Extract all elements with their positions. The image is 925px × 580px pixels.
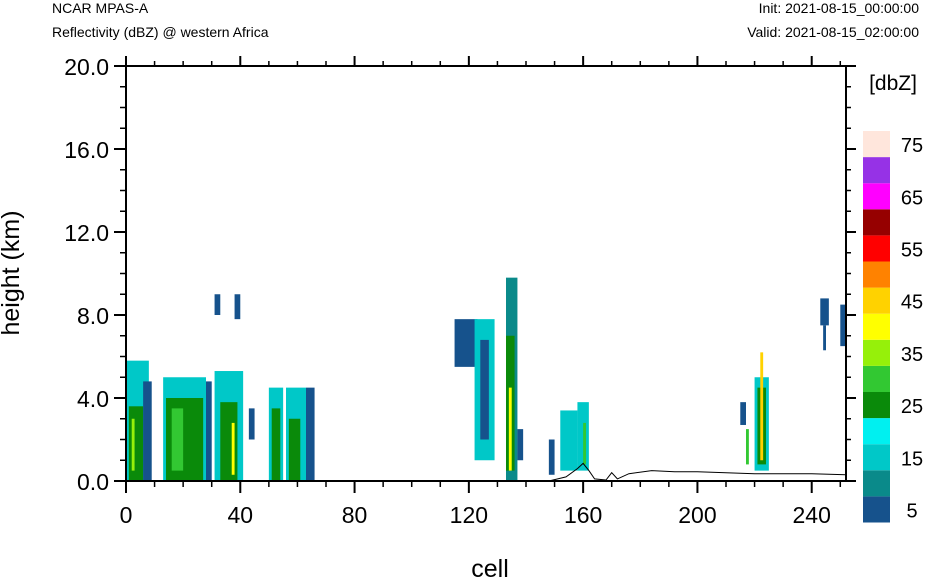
colorbar-swatch (863, 209, 890, 236)
colorbar-tick-label: 15 (901, 448, 923, 470)
colorbar-swatch (863, 157, 890, 184)
y-tick-label: 0.0 (77, 469, 109, 495)
colorbar-swatch (863, 365, 890, 392)
reflectivity-cells (126, 277, 846, 481)
colorbar-tick-label: 5 (906, 500, 917, 522)
colorbar-tick-label: 45 (901, 292, 923, 314)
reflectivity-cell (560, 410, 578, 471)
colorbar-tick-label: 75 (901, 135, 923, 157)
reflectivity-cell (480, 339, 489, 440)
colorbar-swatch (863, 470, 890, 497)
model-name: NCAR MPAS-A (52, 0, 149, 16)
colorbar-swatch (863, 131, 890, 158)
x-tick-label: 80 (342, 502, 368, 528)
reflectivity-cell (131, 418, 135, 471)
reflectivity-cell (820, 298, 829, 326)
reflectivity-cell (271, 408, 281, 481)
colorbar-swatch (863, 392, 890, 419)
reflectivity-cell (548, 439, 555, 475)
x-tick-label: 120 (450, 502, 488, 528)
y-tick-label: 4.0 (77, 386, 109, 412)
x-axis: 0 40 80 120 160 200 240 (120, 56, 842, 528)
valid-time: Valid: 2021-08-15_02:00:00 (747, 24, 919, 40)
reflectivity-cell (740, 402, 746, 425)
x-tick-label: 240 (793, 502, 831, 528)
colorbar-swatch (863, 287, 890, 314)
colorbar-swatch (863, 183, 890, 210)
reflectivity-cell (746, 429, 749, 465)
reflectivity-cell (760, 352, 764, 461)
colorbar-swatch (863, 339, 890, 366)
chart-subtitle: Reflectivity (dBZ) @ western Africa (52, 24, 269, 40)
reflectivity-cell (306, 387, 315, 481)
reflectivity-cell (288, 418, 301, 481)
init-time: Init: 2021-08-15_00:00:00 (758, 0, 919, 16)
reflectivity-cell (840, 304, 846, 347)
y-tick-label: 16.0 (64, 137, 109, 163)
y-tick-label: 12.0 (64, 220, 109, 246)
reflectivity-cell (206, 381, 212, 481)
reflectivity-cell (248, 408, 255, 440)
x-tick-label: 160 (564, 502, 602, 528)
colorbar-swatch (863, 418, 890, 445)
reflectivity-cell (823, 325, 826, 351)
colorbar-swatch (863, 313, 890, 340)
colorbar-tick-label: 35 (901, 344, 923, 366)
y-axis: 0.0 4.0 8.0 12.0 16.0 20.0 (64, 54, 856, 495)
y-axis-label: height (km) (0, 210, 25, 335)
reflectivity-cell (454, 319, 478, 367)
reflectivity-cell (143, 381, 152, 481)
terrain-line (126, 462, 847, 482)
x-tick-label: 40 (227, 502, 253, 528)
reflectivity-cell (214, 294, 221, 315)
y-tick-label: 8.0 (77, 303, 109, 329)
colorbar-tick-label: 55 (901, 239, 923, 261)
reflectivity-cell (231, 422, 235, 475)
colorbar-label: [dbZ] (869, 72, 917, 95)
colorbar-swatch (863, 444, 890, 471)
reflectivity-cell (128, 406, 144, 481)
x-tick-label: 0 (120, 502, 133, 528)
colorbar-tick-label: 25 (901, 396, 923, 418)
colorbar-swatch (863, 496, 890, 523)
reflectivity-cell (234, 294, 241, 320)
colorbar-swatch (863, 261, 890, 288)
x-axis-label: cell (471, 555, 509, 580)
reflectivity-cell (171, 408, 184, 471)
colorbar-tick-label: 65 (901, 187, 923, 209)
reflectivity-cell (517, 429, 524, 461)
reflectivity-cell (508, 387, 512, 471)
y-tick-label: 20.0 (64, 54, 109, 80)
x-tick-label: 200 (678, 502, 716, 528)
reflectivity-cell (166, 398, 204, 481)
reflectivity-cell (220, 402, 238, 481)
reflectivity-cell (583, 422, 586, 465)
colorbar: 5 15 25 35 45 55 65 75 (863, 131, 923, 523)
colorbar-swatch (863, 235, 890, 262)
